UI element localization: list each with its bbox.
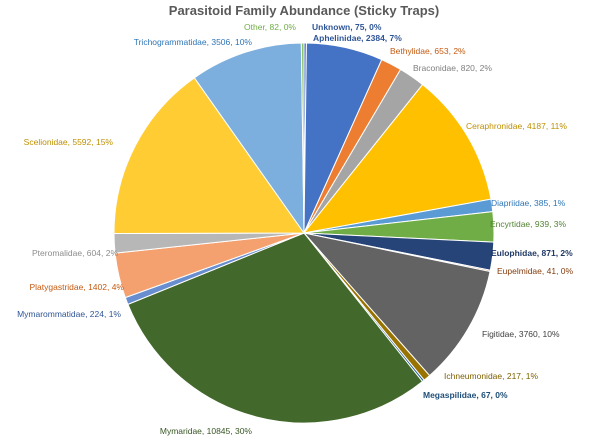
data-label-trichogrammatidae: Trichogrammatidae, 3506, 10% <box>134 37 253 47</box>
pie-slice-mymaridae <box>127 232 424 424</box>
data-label-bethylidae: Bethylidae, 653, 2% <box>390 46 466 56</box>
pie-slice-ceraphronidae <box>302 83 492 234</box>
data-label-aphelinidae: Aphelinidae, 2384, 7% <box>313 33 402 43</box>
data-label-figitidae: Figitidae, 3760, 10% <box>482 329 560 339</box>
data-label-mymaridae: Mymaridae, 10845, 30% <box>160 426 253 436</box>
data-label-platygastridae: Platygastridae, 1402, 4% <box>29 282 124 292</box>
data-label-encyrtidae: Encyrtidae, 939, 3% <box>490 219 567 229</box>
data-label-other: Other, 82, 0% <box>244 22 296 32</box>
data-label-ichneumonidae: Ichneumonidae, 217, 1% <box>444 371 538 381</box>
data-label-eupelmidae: Eupelmidae, 41, 0% <box>497 266 574 276</box>
pie-data-labels: Unknown, 75, 0%Aphelinidae, 2384, 7% Beth… <box>17 22 573 436</box>
data-label-diapriidae: Diapriidae, 385, 1% <box>491 198 566 208</box>
pie-slices <box>113 42 495 424</box>
data-label-pteromalidae: Pteromalidae, 604, 2% <box>32 248 118 258</box>
data-label-scelionidae: Scelionidae, 5592, 15% <box>24 137 114 147</box>
data-label-ceraphronidae: Ceraphronidae, 4187, 11% <box>466 121 567 131</box>
data-label-eulophidae: Eulophidae, 871, 2% <box>491 248 573 258</box>
pie-slice-figitidae <box>302 232 491 377</box>
pie-slice-other <box>300 42 305 234</box>
chart-title: Parasitoid Family Abundance (Sticky Trap… <box>169 3 439 18</box>
data-label-braconidae: Braconidae, 820, 2% <box>413 63 492 73</box>
data-label-megaspilidae: Megaspilidae, 67, 0% <box>423 390 508 400</box>
pie-slice-trichogrammatidae <box>193 42 305 235</box>
data-label-mymarommatidae: Mymarommatidae, 224, 1% <box>17 309 121 319</box>
pie-slice-scelionidae <box>113 77 305 235</box>
data-label-unknown: Unknown, 75, 0% <box>312 22 382 32</box>
